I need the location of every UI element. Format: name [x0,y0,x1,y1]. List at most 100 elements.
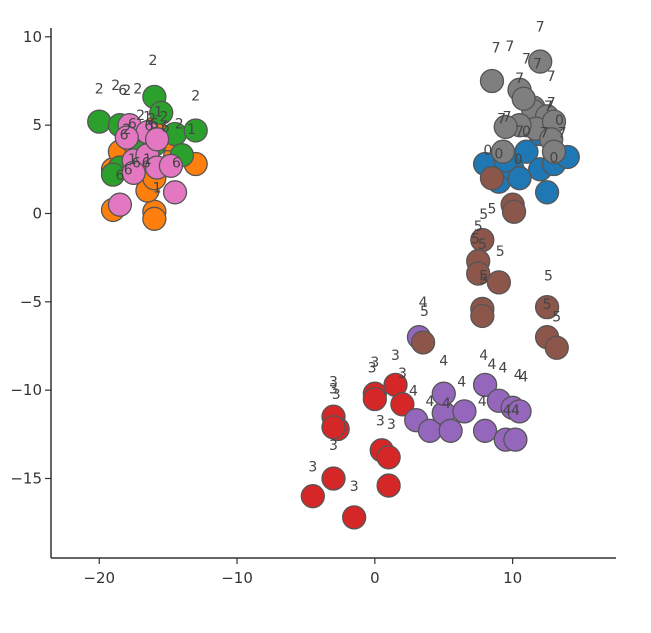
data-label-class-3: 3 [387,417,396,433]
data-point-class-7 [493,114,518,140]
data-label-class-5: 5 [471,232,480,248]
data-label-class-4: 4 [419,295,428,311]
data-point-class-6 [114,125,139,150]
x-tick-label: −10 [221,569,253,587]
data-point-class-6 [107,192,133,217]
data-point-class-3 [376,445,401,470]
data-label-class-7: 7 [515,124,524,140]
data-point-class-5 [544,335,569,360]
data-label-class-2: 2 [175,117,184,133]
data-label-class-5: 5 [543,297,552,313]
data-label-class-5: 5 [474,219,483,235]
data-label-class-5: 5 [488,202,497,218]
data-label-class-3: 3 [329,438,338,454]
x-tick-label: 10 [503,569,522,587]
data-point-class-5 [534,294,560,320]
data-label-class-5: 5 [478,237,487,253]
data-label-class-2: 2 [95,81,104,97]
data-label-class-0: 0 [483,143,492,159]
data-label-class-7: 7 [547,96,556,112]
data-label-class-1: 1 [143,152,152,168]
data-label-class-4: 4 [409,383,418,399]
data-label-class-3: 3 [391,348,400,364]
data-point-class-0 [507,166,532,191]
data-point-class-4 [438,418,463,443]
y-tick-label: 0 [32,205,42,223]
data-label-class-7: 7 [505,39,514,55]
data-point-class-5 [470,303,495,329]
data-label-class-4: 4 [514,368,523,384]
data-point-class-6 [144,127,170,152]
data-label-class-2: 2 [136,108,145,124]
data-label-class-5: 5 [479,207,488,223]
data-label-class-4: 4 [519,369,528,385]
data-label-class-3: 3 [329,382,338,398]
data-label-class-6: 6 [150,117,159,133]
data-point-class-7 [511,86,536,111]
data-label-class-1: 1 [154,104,163,120]
data-point-class-4 [452,399,477,424]
data-label-class-5: 5 [544,269,553,285]
data-label-class-6: 6 [142,156,151,172]
data-point-class-4 [503,427,528,452]
data-point-class-3 [342,505,367,530]
data-label-class-6: 6 [161,120,170,136]
data-label-class-6: 6 [128,117,137,133]
data-label-class-0: 0 [514,152,523,168]
data-label-class-5: 5 [552,309,561,325]
data-label-class-3: 3 [329,375,338,391]
data-point-class-5 [466,261,491,286]
data-label-class-2: 2 [122,83,131,99]
data-label-class-3: 3 [398,366,407,382]
data-label-class-7: 7 [533,57,542,73]
data-label-class-2: 2 [147,111,156,127]
data-point-class-3 [321,466,346,491]
data-label-class-2: 2 [149,53,158,69]
data-label-class-6: 6 [118,83,127,99]
data-point-class-4 [472,372,498,398]
data-label-class-6: 6 [115,168,124,184]
data-label-class-6: 6 [124,163,133,179]
data-point-class-0 [534,180,560,205]
data-point-class-2 [183,118,208,143]
data-label-class-4: 4 [426,394,435,410]
data-label-class-4: 4 [479,348,488,364]
x-tick-label: −20 [83,569,115,587]
data-label-class-4: 4 [478,394,487,410]
scatter-points [87,49,580,530]
data-point-class-6 [158,153,184,178]
data-point-class-2 [149,100,174,125]
data-point-class-3 [300,484,325,509]
y-tick-label: 10 [23,28,42,46]
data-point-class-4 [431,381,456,406]
data-label-class-3: 3 [308,459,317,475]
data-point-class-4 [472,418,498,443]
data-label-class-4: 4 [503,403,512,419]
data-label-class-6: 6 [144,118,153,134]
y-tick-label: −10 [10,381,42,399]
data-label-class-0: 0 [494,147,503,163]
data-label-class-0: 0 [555,113,564,129]
data-label-class-5: 5 [479,272,488,288]
data-label-class-4: 4 [442,396,451,412]
data-point-class-5 [501,199,527,224]
data-point-class-7 [490,139,516,164]
data-label-class-6: 6 [120,127,129,143]
data-label-class-3: 3 [370,355,379,371]
data-point-class-7 [528,49,553,74]
data-label-class-4: 4 [488,357,497,373]
data-point-class-3 [390,392,415,417]
data-label-class-1: 1 [143,110,152,126]
data-label-class-2: 2 [160,110,169,126]
data-point-class-4 [507,399,532,424]
data-point-class-6 [121,160,146,186]
data-label-class-0: 0 [550,150,559,166]
data-label-class-4: 4 [439,353,448,369]
data-point-class-1 [142,206,167,231]
data-label-class-6: 6 [132,156,141,172]
data-label-class-2: 2 [122,122,131,138]
data-label-class-4: 4 [457,375,466,391]
data-point-class-7 [479,68,505,94]
